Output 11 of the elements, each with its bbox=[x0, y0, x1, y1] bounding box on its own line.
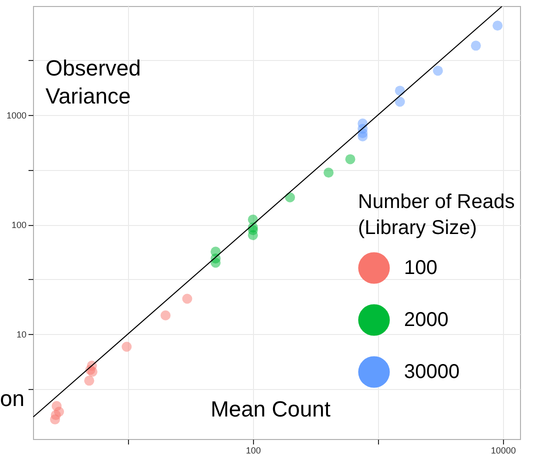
y-axis-title: Observed Variance bbox=[46, 56, 141, 108]
y-tick-label: 10 bbox=[16, 330, 26, 340]
legend-title: Number of Reads (Library Size) bbox=[358, 191, 515, 239]
legend-label: 100 bbox=[404, 257, 438, 279]
legend-label: 30000 bbox=[404, 361, 460, 383]
text: on bbox=[0, 386, 24, 412]
y-tick-label: 100 bbox=[11, 220, 26, 230]
x-axis-title: Mean Count bbox=[210, 396, 330, 422]
y-tick-label: 1000 bbox=[6, 110, 26, 121]
x-tick-label: 10000 bbox=[490, 446, 516, 455]
legend-label: 2000 bbox=[404, 309, 448, 331]
